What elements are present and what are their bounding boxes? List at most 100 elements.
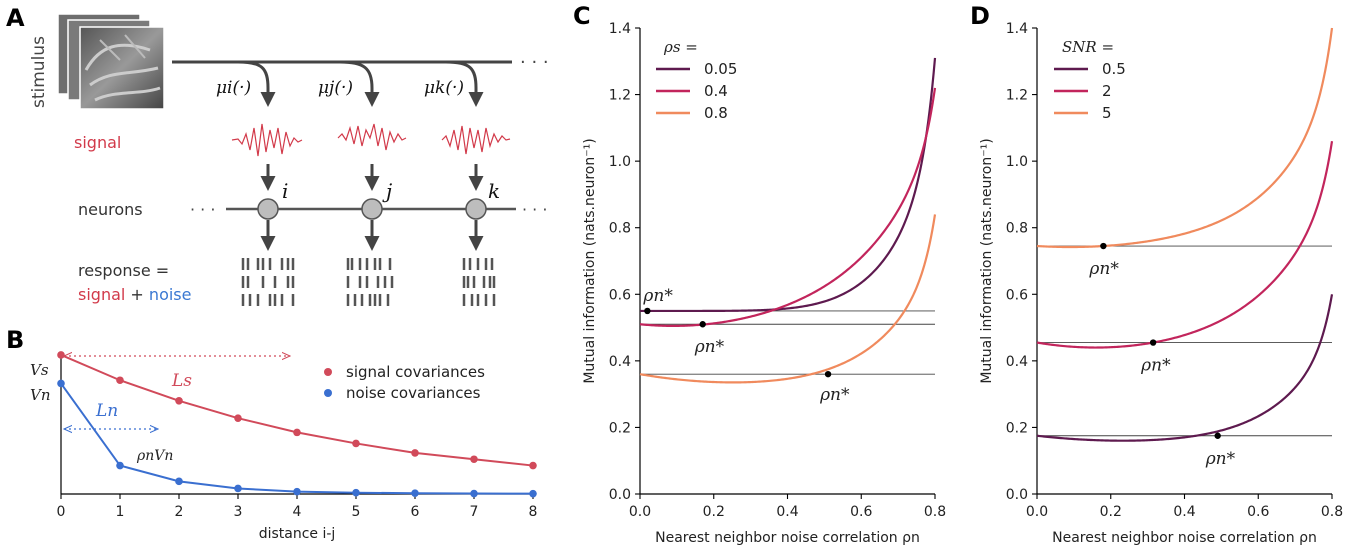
neuron-j [361,198,383,220]
panel-c-y-tick-label: 1.2 [609,88,631,104]
signal-wave-j [337,123,407,151]
panel-c-legend-label: 0.4 [704,82,728,100]
neuron-k-name: k [488,179,500,203]
panel-b-point [470,489,478,498]
panel-d-optimum-marker [1100,242,1107,250]
panel-c-optimum-marker [644,307,651,315]
panel-d-star-label: ρn* [1140,356,1171,376]
panel-d-curve-0.5 [1036,294,1334,442]
mu-j-label: μj(·) [318,78,353,98]
panel-d-y-tick-label: 0.0 [1006,487,1028,503]
panel-b-point [116,376,124,385]
legend-noise-marker [324,389,332,397]
panel-d-optimum-marker [1214,432,1221,439]
panel-d-x-label: Nearest neighbor noise correlation ρn [1052,530,1317,546]
panel-b-x-label: distance i-j [259,526,336,542]
panel-c-x-tick-label: 0.2 [703,504,725,520]
panel-d-y-tick-label: 1.2 [1006,88,1028,104]
mu-j-arrow [339,60,380,107]
panel-b-point [529,489,537,498]
neuron-j-name: j [382,179,392,203]
response-signal-term: signal [78,285,125,304]
mu-i-arrow [237,60,276,107]
panel-c-x-tick-label: 0.8 [924,504,946,520]
legend-signal-label: signal covariances [346,363,485,381]
panel-b-x-ticks: 0 1 2 3 4 5 6 7 8 [57,494,538,520]
panel-d-curve-5 [1036,27,1334,249]
panel-b-x-tick-label: 6 [411,504,420,520]
panel-d-star-label: ρn* [1088,259,1119,279]
response-noise-term: noise [149,285,192,304]
panel-b-point [57,351,65,359]
panel-a-label: A [6,4,25,32]
spike-raster-i [241,258,295,306]
panel-b: B 0 1 2 3 4 5 6 7 8 distance i-j Vs Vn Ls Ln ρnV… [6,326,537,542]
panel-b-point [352,439,360,448]
panel-c-y-label: Mutual information (nats.neuron⁻¹) [582,138,598,383]
panel-b-point [293,487,301,496]
panel-d-y-tick-label: 0.6 [1006,287,1028,303]
neurons-ellipsis-left: · · · [190,200,215,219]
bus-ellipsis: · · · [520,52,549,73]
neuron-k [465,198,487,220]
panel-b-point [470,455,478,464]
legend-signal-marker [324,368,332,376]
panel-b-series [57,351,537,498]
mu-k-arrow [445,60,484,107]
panel-b-point [411,489,419,498]
panel-c-star-label: ρn* [642,286,673,306]
panel-b-x-tick-label: 3 [234,504,243,520]
panel-d-curve-2 [1036,140,1334,349]
mu-k-label: μk(·) [424,78,464,98]
signal-wave-k [441,125,511,155]
mu-i-label: μi(·) [216,78,251,98]
panel-c-label: C [573,2,591,30]
panel-c-y-tick-label: 0.6 [609,287,631,303]
panel-d: D 0.0 0.2 0.4 0.6 0.8 1.0 1.2 1.4 0.0 0.2 0.4 0.6 0.… [970,2,1343,546]
panel-b-point [352,488,360,497]
panel-d-legend-label: 2 [1102,82,1112,100]
panel-c-y-tick-label: 0.2 [609,420,631,436]
neuron-i-name: i [282,179,288,203]
panel-c-legend-label: 0.05 [704,60,737,78]
panel-d-y-tick-label: 0.4 [1006,354,1028,370]
panel-d-x-tick-label: 0.2 [1100,504,1122,520]
spike-raster-k [462,258,496,306]
panel-b-point [529,461,537,470]
panel-d-y-tick-label: 1.4 [1006,21,1028,37]
panel-b-point [116,461,124,470]
panel-c-curve-0.05 [640,57,937,313]
spike-raster-j [346,258,394,306]
response-formula: signal + noise [78,285,191,304]
panel-c: C 0.0 0.2 0.4 0.6 0.8 1.0 1.2 1.4 0.0 0.2 0.4 0.6 0.… [573,2,946,546]
panel-b-point [175,396,183,405]
panel-a: A stimulus · · · μi(·) μj(·) μk(·) signa… [6,4,549,306]
panel-c-plot: 0.00.20.40.60.81.01.21.40.0 0.2 0.4 0.6 0.8N… [582,21,946,546]
panel-c-star-label: ρn* [819,385,850,405]
panel-c-x-tick-label: 0.4 [776,504,798,520]
panel-d-legend-label: 0.5 [1102,60,1126,78]
panel-c-y-tick-label: 1.4 [609,21,631,37]
panel-d-plot: 0.00.20.40.60.81.01.21.40.0 0.2 0.4 0.6 0.8N… [979,21,1343,546]
panel-d-label: D [970,2,990,30]
panel-c-y-tick-label: 0.4 [609,354,631,370]
panel-b-point [57,379,65,388]
panel-c-curve-0.8 [639,214,937,384]
neuron-i [257,198,279,220]
panel-c-optimum-marker [699,321,706,328]
panel-d-x-tick-label: 0.6 [1247,504,1269,520]
panel-b-x-tick-label: 4 [293,504,302,520]
panel-b-x-tick-label: 8 [529,504,538,520]
panel-b-point [234,484,242,493]
panel-b-x-tick-label: 7 [470,504,479,520]
vn-label: Vn [30,386,51,404]
panel-c-x-tick-label: 0.0 [629,504,651,520]
panel-d-x-tick-label: 0.8 [1321,504,1343,520]
panel-c-star-label: ρn* [694,337,725,357]
panel-c-x-label: Nearest neighbor noise correlation ρn [655,530,920,546]
panel-c-x-tick-label: 0.6 [850,504,872,520]
panel-c-optimum-marker [824,370,832,378]
vs-label: Vs [30,361,49,379]
panel-d-x-tick-label: 0.4 [1173,504,1195,520]
panel-c-y-tick-label: 0.8 [609,221,631,237]
